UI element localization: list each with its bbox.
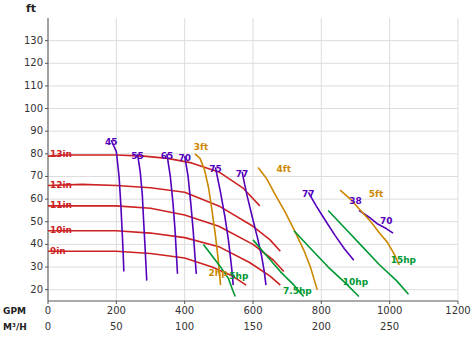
annotation: 77 <box>236 169 249 179</box>
curve <box>138 154 147 281</box>
x2-tick-label: 150 <box>243 321 262 332</box>
x-tick-label: 1200 <box>445 305 470 316</box>
y-tick <box>45 199 48 200</box>
x2-tick-label: 50 <box>110 321 123 332</box>
annotation: 11in <box>50 200 72 210</box>
annotation: 10in <box>50 225 72 235</box>
annotation: 70 <box>380 216 393 226</box>
y-tick <box>45 153 48 154</box>
grid <box>48 18 458 301</box>
grid-line-x <box>458 18 459 301</box>
annotation: 65 <box>161 151 174 161</box>
y-tick-label: 130 <box>24 35 43 46</box>
y-axis-line <box>48 18 49 301</box>
annotation: 75 <box>209 164 222 174</box>
y-tick-label: 30 <box>30 261 43 272</box>
annotation: 55 <box>131 151 144 161</box>
annotation: 9in <box>50 246 66 256</box>
grid-line-x <box>253 18 254 301</box>
y-tick <box>45 63 48 64</box>
annotation: 2hp <box>209 268 229 278</box>
annotation: 70 <box>178 153 191 163</box>
y-axis-label: ft <box>26 2 36 15</box>
y-tick-label: 110 <box>24 80 43 91</box>
curve <box>328 210 408 294</box>
y-tick-label: 90 <box>30 125 43 136</box>
y-tick-label: 120 <box>24 57 43 68</box>
y-tick <box>45 244 48 245</box>
x-tick <box>116 301 117 304</box>
curve <box>167 154 178 274</box>
x2-tick-label: 200 <box>312 321 331 332</box>
x-tick-label: 800 <box>312 305 331 316</box>
background <box>0 0 474 341</box>
x-tick <box>184 301 185 304</box>
curve <box>48 155 260 206</box>
x-tick-label: 0 <box>45 305 51 316</box>
annotation: 45 <box>105 137 118 147</box>
y-tick <box>45 131 48 132</box>
x-tick <box>321 301 322 304</box>
curve <box>185 156 197 274</box>
curve <box>308 192 353 260</box>
x-tick-label: 400 <box>175 305 194 316</box>
x2-tick-label: 250 <box>380 321 399 332</box>
x2-tick-label: 0 <box>45 321 51 332</box>
y-tick <box>45 85 48 86</box>
annotation: 10hp <box>343 277 369 287</box>
y-tick <box>45 267 48 268</box>
x-tick-label: 1000 <box>377 305 402 316</box>
annotation: 7.5hp <box>283 286 312 296</box>
y-tick <box>45 108 48 109</box>
annotation: 13in <box>50 149 72 159</box>
y-tick-label: 100 <box>24 103 43 114</box>
y-tick-label: 20 <box>30 284 43 295</box>
annotation: 15hp <box>391 255 417 265</box>
annotation: 77 <box>302 189 315 199</box>
annotation: 4ft <box>277 164 292 174</box>
x-tick-label: 600 <box>243 305 262 316</box>
annotation: 12in <box>50 180 72 190</box>
x-tick <box>389 301 390 304</box>
y-tick-label: 40 <box>30 238 43 249</box>
curve <box>242 172 266 285</box>
curve <box>111 140 124 271</box>
x-tick-label: 200 <box>107 305 126 316</box>
y-tick-label: 50 <box>30 216 43 227</box>
x2-tick-label: 100 <box>175 321 194 332</box>
y-tick-label: 70 <box>30 170 43 181</box>
x-axis-label: GPM <box>3 306 26 316</box>
y-tick <box>45 289 48 290</box>
annotation: 5hp <box>229 271 249 281</box>
x2-axis-label: M³/H <box>3 322 27 332</box>
y-tick-label: 80 <box>30 148 43 159</box>
grid-line-x <box>48 18 49 301</box>
x-tick <box>458 301 459 304</box>
annotation: 5ft <box>369 189 384 199</box>
curve <box>258 167 317 289</box>
chart: 20 30 40 50 60 70 80 90 100 110 120 130 0 200 400 600 80… <box>0 0 474 341</box>
plot-area <box>48 140 408 296</box>
y-tick-label: 60 <box>30 193 43 204</box>
annotation: 38 <box>349 196 362 206</box>
annotations: 13in 12in 11in 10in 9in 45 55 65 70 75 77 77 70 38 3ft… <box>50 137 417 296</box>
curve <box>48 231 280 285</box>
y-tick <box>45 176 48 177</box>
y-tick <box>45 40 48 41</box>
annotation: 3ft <box>194 142 209 152</box>
y-tick <box>45 221 48 222</box>
x-tick <box>48 301 49 304</box>
x-tick <box>253 301 254 304</box>
